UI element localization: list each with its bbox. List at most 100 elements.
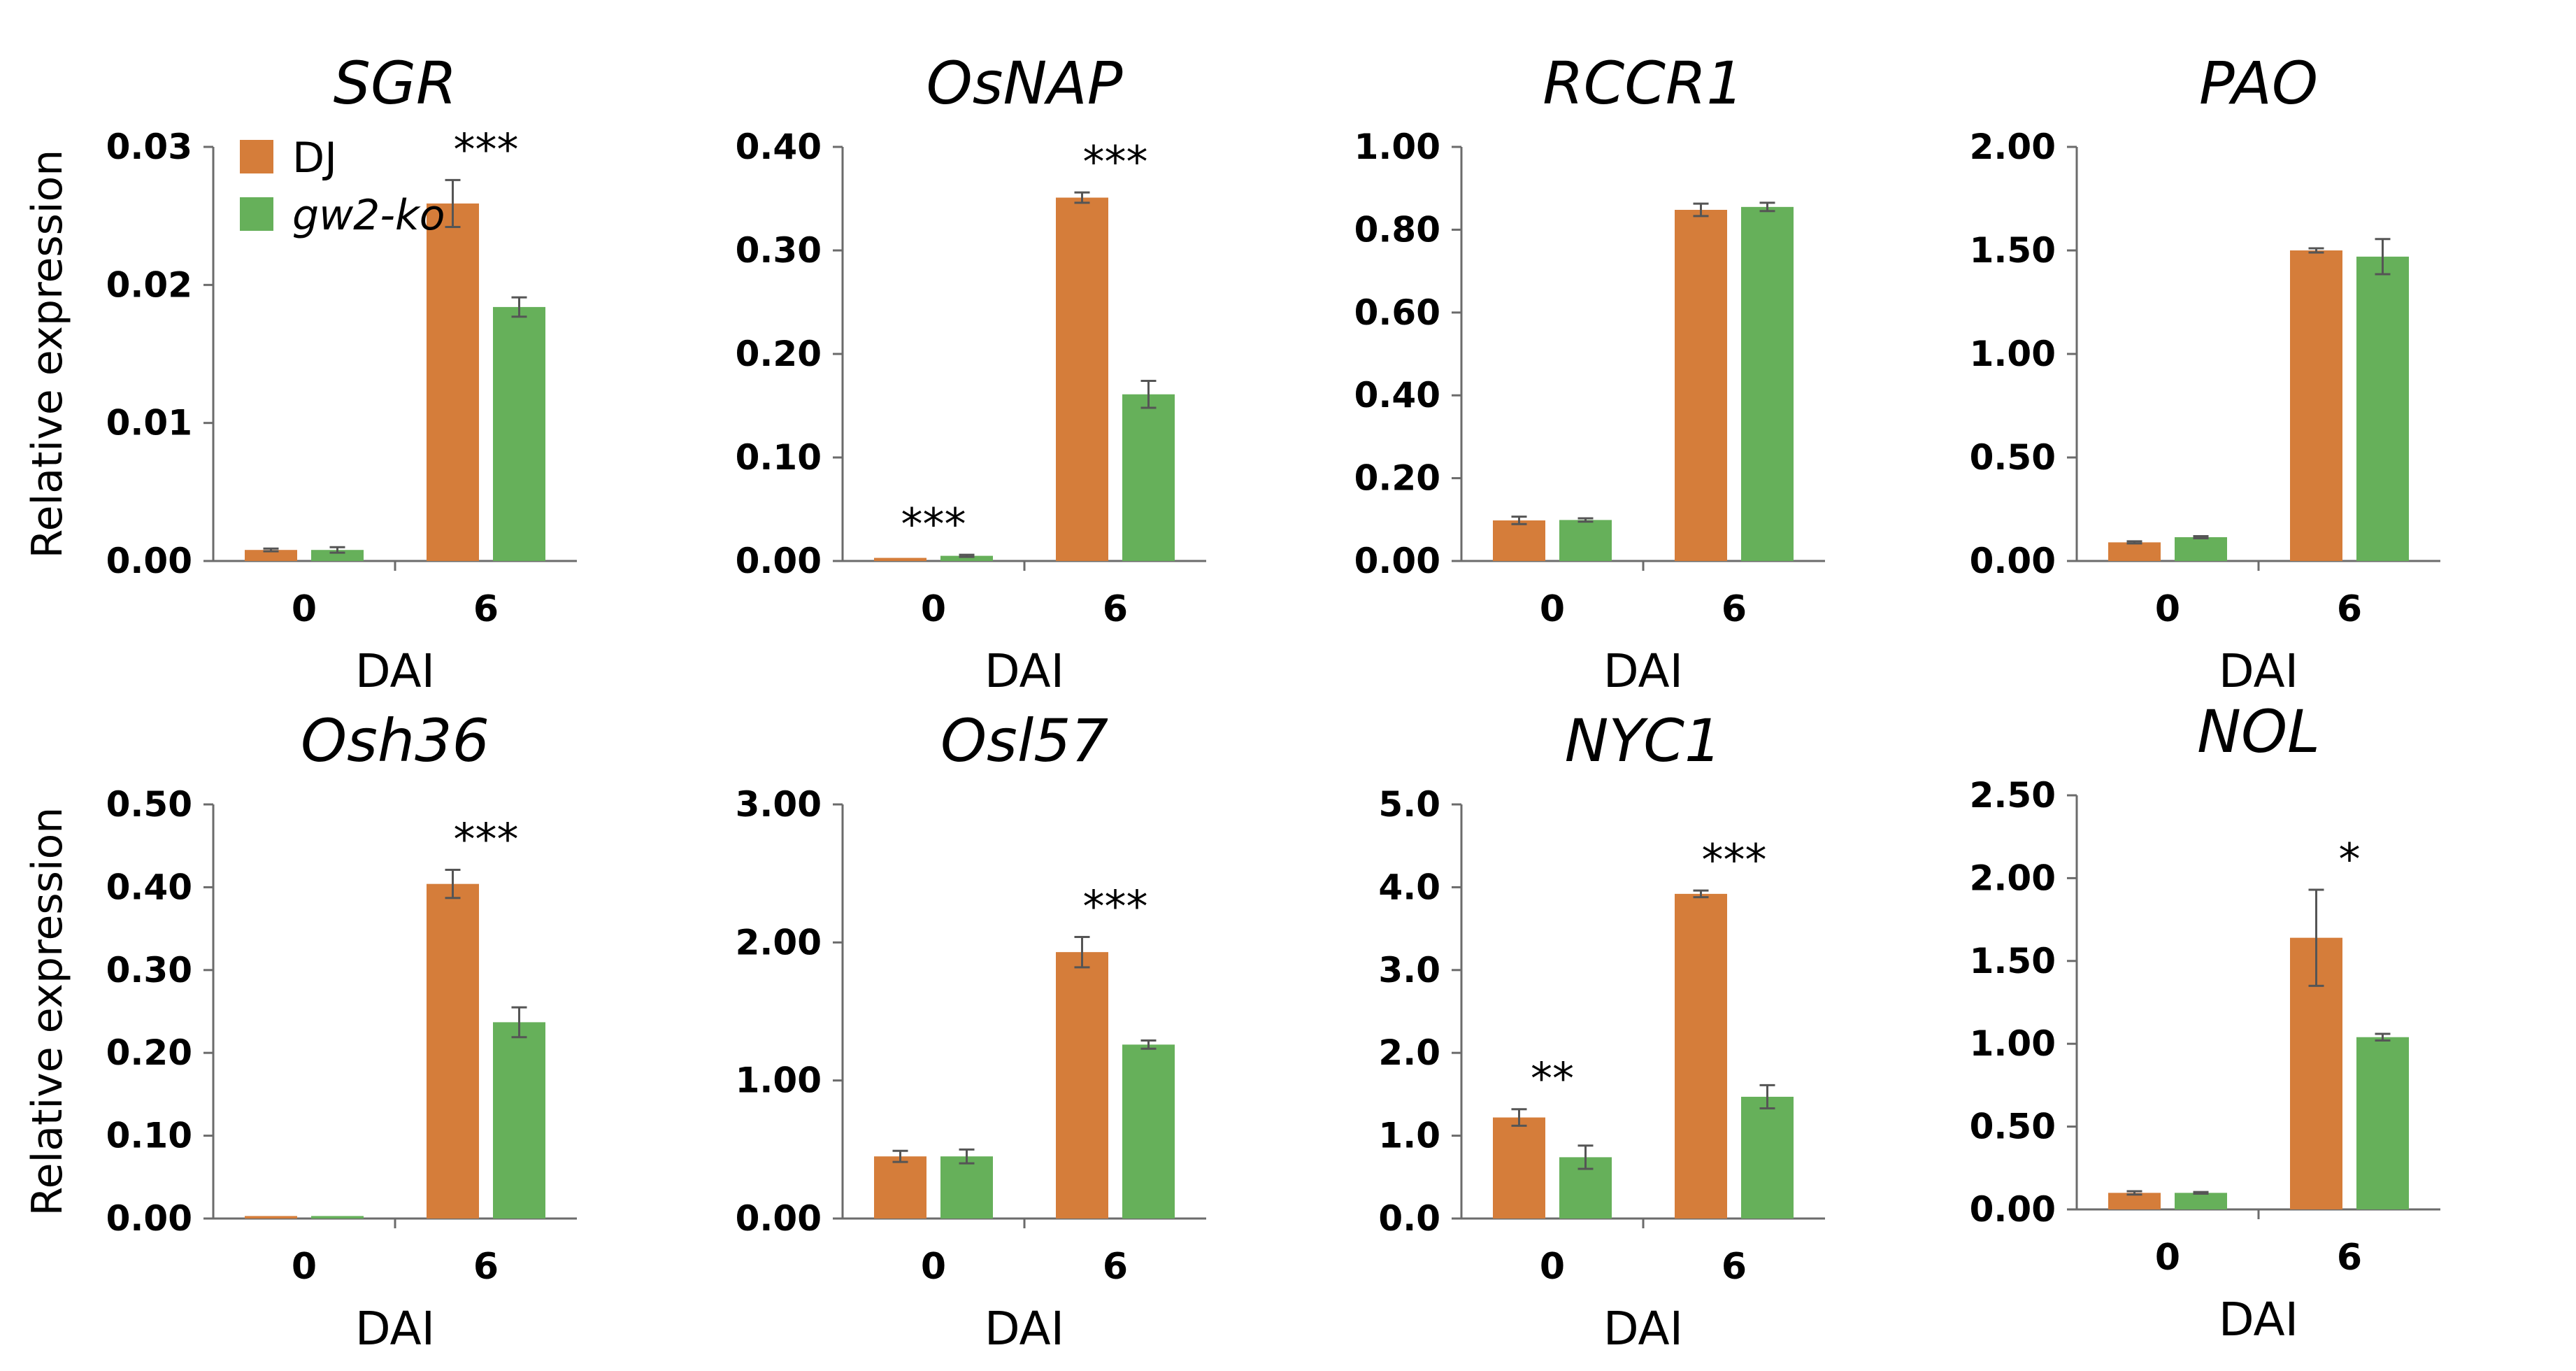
y-tick-label: 2.50 [1970, 775, 2056, 816]
bar-dj-0 [245, 1216, 297, 1219]
bar-dj-6 [427, 883, 479, 1219]
bar-dj-6 [2290, 250, 2342, 561]
bar-dj-0 [874, 557, 926, 561]
bar-dj-0 [1493, 1117, 1545, 1219]
y-tick-label: 3.00 [736, 784, 822, 825]
y-tick-label: 0.20 [106, 1032, 192, 1073]
y-axis-title: Relative expression [23, 150, 72, 559]
x-tick-label: 6 [2337, 1237, 2362, 1279]
y-tick-label: 0.40 [736, 127, 822, 167]
x-axis-title: DAI [2219, 644, 2298, 698]
y-tick-label: 4.0 [1378, 867, 1440, 907]
bar-dj-0 [874, 1156, 926, 1219]
y-tick-label: 1.50 [1970, 941, 2056, 981]
bar-gw2-ko-0 [940, 555, 993, 561]
legend-label-dj: DJ [292, 134, 337, 183]
significance-marker: * [2339, 834, 2361, 885]
bar-dj-6 [1675, 209, 1727, 561]
y-tick-label: 0.03 [106, 127, 192, 167]
y-tick-label: 1.00 [736, 1060, 822, 1101]
panel-pao: PAO 0.00 0.50 1.00 1.50 2.00 0 6 DAI [1970, 49, 2440, 698]
significance-marker: *** [1702, 834, 1767, 886]
significance-marker: *** [901, 499, 966, 550]
x-axis-title: DAI [1603, 644, 1683, 698]
x-tick-label: 0 [292, 1246, 317, 1288]
y-tick-label: 1.00 [1970, 334, 2056, 374]
y-tick-label: 2.00 [1970, 858, 2056, 898]
bar-gw2-ko-0 [2175, 537, 2227, 561]
significance-marker: *** [454, 124, 519, 175]
panel-title: NYC1 [1565, 706, 1722, 775]
bar-dj-6 [427, 203, 479, 561]
x-tick-label: 6 [1103, 1246, 1128, 1288]
bar-gw2-ko-0 [2175, 1193, 2227, 1209]
y-tick-label: 0.00 [106, 541, 192, 581]
panel-title: PAO [2199, 49, 2318, 118]
y-tick-label: 0.30 [736, 230, 822, 271]
panel-osnap: OsNAP 0.00 0.10 0.20 0.30 0.40 0 *** 6 *** DAI [736, 49, 1206, 698]
x-axis-title: DAI [1603, 1302, 1683, 1356]
significance-marker: *** [454, 814, 519, 865]
y-tick-label: 1.00 [1970, 1023, 2056, 1064]
panel-title: Osl57 [940, 706, 1108, 775]
significance-marker: *** [1083, 136, 1148, 187]
bar-gw2-ko-6 [493, 306, 545, 561]
x-tick-label: 0 [921, 588, 946, 630]
bar-gw2-ko-6 [1122, 1044, 1175, 1219]
y-tick-label: 0.60 [1354, 292, 1440, 333]
panel-osl57: Osl57 0.00 1.00 2.00 3.00 0 6 *** DAI [736, 706, 1206, 1356]
y-axis-title: Relative expression [23, 807, 72, 1216]
y-tick-label: 0.0 [1378, 1198, 1440, 1239]
y-tick-label: 0.00 [736, 541, 822, 581]
x-tick-label: 0 [921, 1246, 946, 1288]
y-tick-label: 0.01 [106, 403, 192, 443]
panel-nyc1: NYC1 0.0 1.0 2.0 3.0 4.0 5.0 0 ** 6 *** DAI [1378, 706, 1825, 1356]
legend-swatch-dj [240, 140, 273, 173]
x-tick-label: 6 [1103, 588, 1128, 630]
x-axis-title: DAI [355, 1302, 435, 1356]
x-axis-title: DAI [2219, 1293, 2298, 1347]
panel-title: NOL [2197, 697, 2320, 766]
x-tick-label: 0 [1540, 1246, 1565, 1288]
bar-gw2-ko-6 [1122, 394, 1175, 561]
panel-osh36: Osh36 0.00 0.10 0.20 0.30 0.40 0.50 0 6 *** DAI Rel… [23, 706, 577, 1356]
panel-title: OsNAP [926, 49, 1123, 118]
y-tick-label: 0.00 [1354, 541, 1440, 581]
y-tick-label: 0.40 [1354, 375, 1440, 415]
y-tick-label: 0.10 [736, 437, 822, 478]
bar-gw2-ko-0 [311, 550, 364, 561]
x-tick-label: 6 [473, 588, 499, 630]
x-tick-label: 6 [473, 1246, 499, 1288]
bar-gw2-ko-6 [1741, 1096, 1794, 1219]
y-tick-label: 0.00 [1970, 541, 2056, 581]
bar-gw2-ko-6 [2356, 1037, 2409, 1209]
x-axis-title: DAI [985, 1302, 1064, 1356]
bar-gw2-ko-0 [311, 1216, 364, 1219]
bar-gw2-ko-0 [1559, 520, 1612, 561]
bar-gw2-ko-6 [1741, 206, 1794, 561]
bar-dj-0 [2108, 542, 2161, 561]
x-tick-label: 0 [2155, 1237, 2180, 1279]
panel-title: RCCR1 [1543, 49, 1743, 118]
x-tick-label: 0 [1540, 588, 1565, 630]
bar-dj-6 [1675, 893, 1727, 1219]
panel-rccr1: RCCR1 0.00 0.20 0.40 0.60 0.80 1.00 0 6 DAI [1354, 49, 1825, 698]
y-tick-label: 0.00 [106, 1198, 192, 1239]
y-tick-label: 0.02 [106, 264, 192, 305]
y-tick-label: 0.40 [106, 867, 192, 907]
panel-nol: NOL 0.00 0.50 1.00 1.50 2.00 2.50 0 6 * DAI [1970, 697, 2440, 1347]
panel-title: Osh36 [301, 706, 489, 775]
bar-dj-0 [1493, 520, 1545, 561]
bar-dj-0 [2108, 1193, 2161, 1209]
bar-dj-0 [245, 550, 297, 561]
y-tick-label: 5.0 [1378, 784, 1440, 825]
panel-sgr: SGR 0.00 0.01 0.02 0.03 0 6 *** DAI Relative expr… [23, 49, 577, 698]
y-tick-label: 0.20 [736, 334, 822, 374]
y-tick-label: 1.00 [1354, 127, 1440, 167]
bar-gw2-ko-6 [493, 1022, 545, 1219]
y-tick-label: 3.0 [1378, 950, 1440, 990]
y-tick-label: 2.00 [736, 922, 822, 962]
y-tick-label: 2.00 [1970, 127, 2056, 167]
y-tick-label: 0.10 [106, 1116, 192, 1156]
